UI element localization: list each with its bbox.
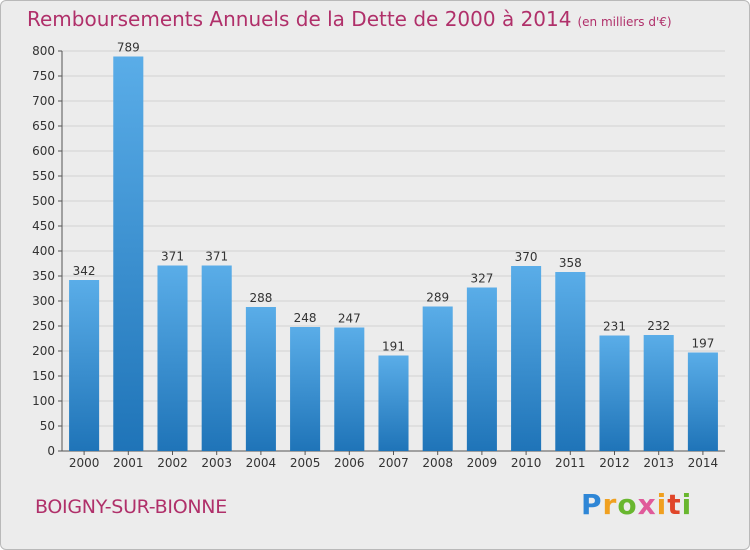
x-tick-label: 2000	[69, 456, 100, 470]
y-tick-label: 50	[40, 419, 55, 433]
y-tick-label: 150	[32, 369, 55, 383]
x-tick-label: 2014	[688, 456, 719, 470]
bar-value-label: 289	[426, 291, 449, 305]
y-tick-label: 650	[32, 119, 55, 133]
y-tick-label: 800	[32, 44, 55, 58]
y-tick-label: 450	[32, 219, 55, 233]
x-tick-label: 2008	[422, 456, 453, 470]
bar	[643, 335, 674, 451]
x-tick-label: 2005	[290, 456, 321, 470]
bar-value-label: 370	[515, 250, 538, 264]
bar	[201, 265, 232, 451]
bar-value-label: 358	[559, 256, 582, 270]
bar-value-label: 232	[647, 319, 670, 333]
y-tick-label: 500	[32, 194, 55, 208]
bar	[157, 265, 188, 451]
bar	[466, 287, 497, 451]
bar-value-label: 288	[249, 291, 272, 305]
bar	[687, 352, 718, 451]
bar	[378, 355, 409, 451]
y-tick-label: 0	[47, 444, 55, 458]
bar-chart: 0 50 100 150 200 250 300 350 400 450 500 550 600 650 7…	[32, 41, 725, 470]
bar-value-label: 191	[382, 340, 405, 354]
x-tick-label: 2003	[201, 456, 232, 470]
chart-title-text: Remboursements Annuels de la Dette de 20…	[27, 7, 572, 31]
x-tick-label: 2011	[555, 456, 586, 470]
x-tick-label: 2004	[246, 456, 277, 470]
x-tick-label: 2007	[378, 456, 409, 470]
bar-value-label: 231	[603, 320, 626, 334]
commune-name: BOIGNY-SUR-BIONNE	[35, 496, 227, 518]
chart-subtitle: (en milliers d'€)	[577, 15, 672, 29]
bar-value-label: 371	[205, 250, 228, 264]
x-tick-label: 2012	[599, 456, 630, 470]
y-tick-label: 750	[32, 69, 55, 83]
proxiti-logo: Proxiti	[581, 488, 693, 521]
x-tick-label: 2006	[334, 456, 365, 470]
y-tick-label: 600	[32, 144, 55, 158]
y-tick-label: 100	[32, 394, 55, 408]
y-tick-label: 350	[32, 269, 55, 283]
bar	[290, 327, 321, 451]
bar-value-label: 248	[294, 311, 317, 325]
bar-value-label: 342	[73, 264, 96, 278]
y-tick-label: 200	[32, 344, 55, 358]
y-tick-label: 550	[32, 169, 55, 183]
bar-value-label: 247	[338, 312, 361, 326]
x-tick-label: 2010	[511, 456, 542, 470]
x-tick-label: 2001	[113, 456, 144, 470]
bar	[511, 266, 542, 451]
chart-title: Remboursements Annuels de la Dette de 20…	[27, 7, 672, 31]
x-tick-label: 2002	[157, 456, 188, 470]
y-tick-label: 250	[32, 319, 55, 333]
bar	[555, 272, 586, 451]
bar	[113, 56, 144, 451]
bar-value-label: 371	[161, 250, 184, 264]
bar	[422, 306, 453, 451]
bar	[599, 335, 630, 451]
y-tick-label: 400	[32, 244, 55, 258]
bar-value-label: 789	[117, 41, 140, 55]
y-tick-label: 700	[32, 94, 55, 108]
x-tick-label: 2009	[467, 456, 498, 470]
bar-value-label: 327	[470, 272, 493, 286]
bar-value-label: 197	[691, 337, 714, 351]
bar	[245, 307, 276, 451]
bar	[334, 327, 365, 451]
y-tick-label: 300	[32, 294, 55, 308]
x-tick-label: 2013	[643, 456, 674, 470]
bar	[69, 280, 100, 451]
